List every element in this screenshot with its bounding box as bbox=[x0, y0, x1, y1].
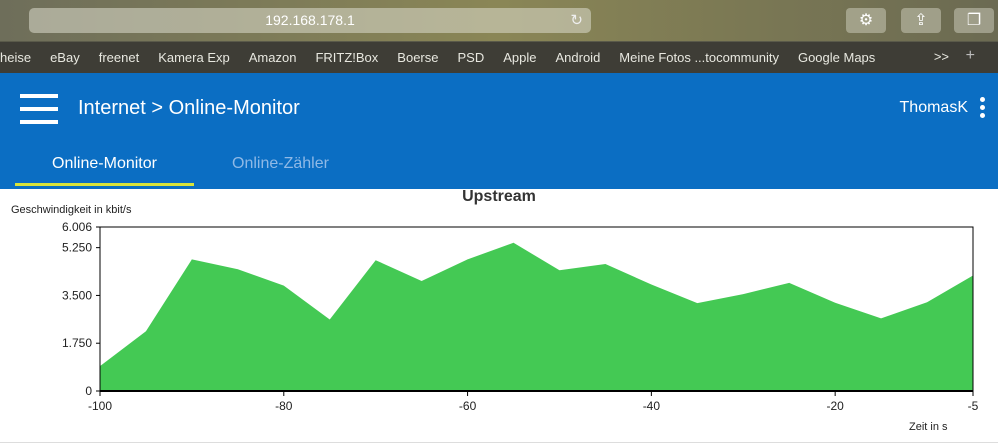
bookmark[interactable]: FRITZ!Box bbox=[315, 50, 379, 65]
x-tick-label: -60 bbox=[459, 399, 477, 413]
bookmark[interactable]: Boerse bbox=[397, 50, 439, 65]
breadcrumb: Internet > Online-Monitor bbox=[78, 97, 300, 119]
x-tick-label: -80 bbox=[275, 399, 293, 413]
more-vert-icon[interactable] bbox=[980, 97, 986, 121]
bookmark[interactable]: freenet bbox=[98, 50, 140, 65]
menu-icon[interactable] bbox=[20, 94, 58, 124]
chart-title: Upstream bbox=[462, 188, 536, 205]
reload-icon[interactable]: ↻ bbox=[570, 12, 583, 29]
user-name[interactable]: ThomasK bbox=[899, 99, 968, 116]
area-series bbox=[100, 242, 973, 391]
bookmark[interactable]: eBay bbox=[50, 50, 80, 65]
tab-online-monitor[interactable]: Online-Monitor bbox=[15, 155, 194, 186]
share-icon[interactable]: ⇪ bbox=[901, 8, 941, 33]
bookmark[interactable]: Meine Fotos ...tocommunity bbox=[619, 50, 779, 65]
bookmarks-bar: heise eBay freenet Kamera Exp Amazon FRI… bbox=[0, 41, 998, 73]
x-tick-label: -40 bbox=[643, 399, 661, 413]
x-axis-label: Zeit in s bbox=[909, 421, 948, 433]
y-tick-label: 6.006 bbox=[62, 220, 92, 234]
bookmark[interactable]: PSD bbox=[457, 50, 485, 65]
bookmark[interactable]: Apple bbox=[503, 50, 537, 65]
tabs-icon[interactable]: ❐ bbox=[954, 8, 994, 33]
more-bookmarks-button[interactable]: >> bbox=[933, 49, 949, 64]
address-bar[interactable]: 192.168.178.1 ↻ bbox=[29, 8, 591, 33]
bookmark[interactable]: Amazon bbox=[248, 50, 297, 65]
bookmark[interactable]: Google Maps bbox=[797, 50, 876, 65]
x-tick-label: -20 bbox=[826, 399, 844, 413]
browser-toolbar: 192.168.178.1 ↻ ⚙ ⇪ ❐ bbox=[0, 0, 998, 41]
app-header: Internet > Online-Monitor ThomasK Online… bbox=[0, 73, 998, 189]
bookmark[interactable]: Android bbox=[555, 50, 601, 65]
bookmark[interactable]: heise bbox=[0, 50, 32, 65]
y-tick-label: 0 bbox=[85, 384, 92, 398]
tab-online-zaehler[interactable]: Online-Zähler bbox=[232, 155, 329, 172]
add-tab-button[interactable]: + bbox=[965, 47, 975, 64]
upstream-chart: 0 1.750 3.500 5.250 6.006 -100 -80 -60 -40 -20 -5 bbox=[62, 220, 979, 413]
bookmark[interactable]: Kamera Exp bbox=[158, 50, 230, 65]
url-text: 192.168.178.1 bbox=[265, 12, 355, 28]
y-tick-label: 5.250 bbox=[62, 241, 92, 255]
divider bbox=[0, 442, 998, 443]
y-tick-label: 1.750 bbox=[62, 336, 92, 350]
y-axis-label: Geschwindigkeit in kbit/s bbox=[11, 204, 132, 216]
y-tick-label: 3.500 bbox=[62, 288, 92, 302]
x-tick-label: -5 bbox=[968, 399, 979, 413]
gear-icon[interactable]: ⚙ bbox=[846, 8, 886, 33]
x-tick-label: -100 bbox=[88, 399, 112, 413]
